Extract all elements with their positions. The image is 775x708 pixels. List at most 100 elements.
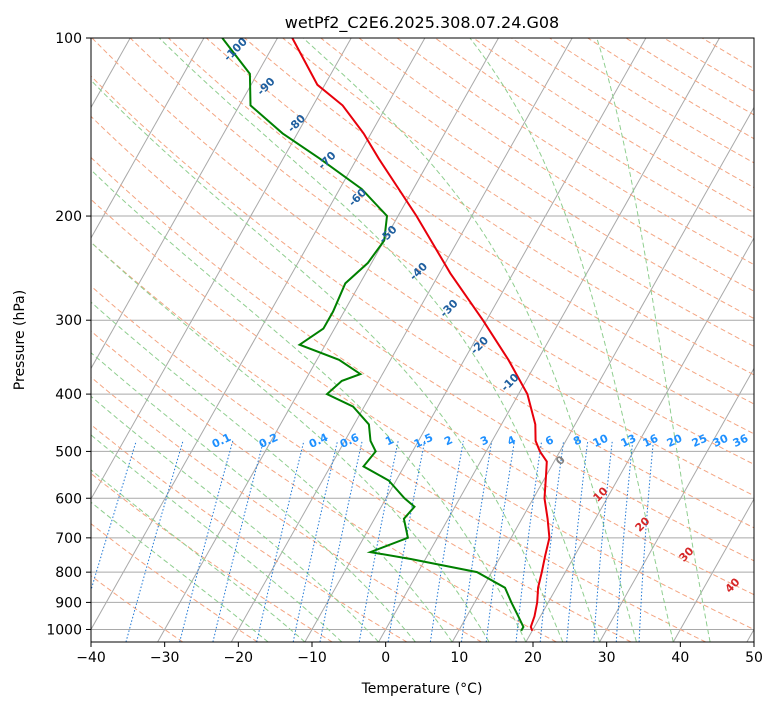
- dry-adiabat-line: [91, 376, 482, 642]
- isotherm-line: [599, 367, 754, 642]
- x-tick-label: −40: [76, 650, 106, 666]
- dry-adiabat-line: [549, 38, 754, 164]
- moist-adiabat-line: [596, 38, 711, 642]
- dry-adiabat-label: -30: [437, 297, 460, 320]
- dry-adiabat-line: [91, 115, 754, 562]
- dry-adiabat-line: [473, 38, 754, 214]
- temperature-profile-line: [291, 38, 551, 632]
- mixing-ratio-line: [460, 440, 493, 642]
- isotherm-line: [0, 38, 57, 642]
- y-tick-label: 400: [55, 387, 82, 403]
- mixing-ratio-label: 0.6: [338, 431, 361, 451]
- dry-adiabat-line: [396, 38, 754, 266]
- y-tick-label: 100: [55, 31, 82, 47]
- isotherm-line: [157, 38, 499, 642]
- dry-adiabat-line: [701, 38, 754, 70]
- y-tick-label: 800: [55, 565, 82, 581]
- dry-adiabat-label: -60: [346, 186, 369, 209]
- dry-adiabat-line: [244, 38, 754, 376]
- mixing-ratio-label: 1: [383, 433, 395, 448]
- isotherm-line: [91, 38, 205, 239]
- dry-adiabat-label: -70: [315, 149, 338, 172]
- isotherm-line: [672, 498, 754, 642]
- mixing-ratio-line: [429, 440, 464, 642]
- moist-adiabat-line: [91, 241, 490, 642]
- mixing-ratio-line: [256, 440, 305, 642]
- isotherm-line: [91, 38, 352, 501]
- x-tick-label: 0: [381, 650, 390, 666]
- mixing-ratio-line: [319, 440, 363, 642]
- dry-adiabat-line: [625, 38, 754, 116]
- dry-adiabat-label: -40: [407, 260, 430, 283]
- mixing-ratio-line: [615, 440, 634, 642]
- x-tick-label: 40: [671, 650, 689, 666]
- dry-adiabat-line: [91, 424, 408, 642]
- x-tick-label: −10: [297, 650, 327, 666]
- dry-adiabat-line: [91, 472, 333, 642]
- moist-adiabat-line: [91, 434, 343, 642]
- mixing-ratio-line: [593, 440, 613, 642]
- dry-adiabat-line: [91, 75, 754, 529]
- moist-adiabat-line: [469, 38, 674, 642]
- mixing-ratio-label: 25: [690, 432, 709, 450]
- mixing-ratio-label: 2: [442, 433, 454, 448]
- x-tick-label: 30: [598, 650, 616, 666]
- moist-adiabat-line: [91, 79, 564, 642]
- mixing-ratio-label: 20: [665, 432, 685, 450]
- mixing-ratio-label: 1.5: [412, 431, 435, 451]
- mixing-ratio-label: 0.4: [307, 431, 330, 451]
- moist-adiabat-line: [91, 469, 306, 642]
- moist-adiabat-label: 30: [677, 544, 697, 564]
- dry-adiabat-line: [206, 38, 754, 405]
- mixing-ratio-line: [91, 440, 137, 592]
- profile-lines: [221, 38, 551, 632]
- moist-adiabat-label: 0: [553, 453, 568, 468]
- background-lines: [0, 38, 754, 642]
- axes: −40 −30 −20 −10 0 10 20 30 40 5010020030040050060…: [46, 31, 763, 666]
- mixing-ratio-label: 4: [505, 433, 518, 448]
- moist-adiabat-label: 20: [633, 514, 653, 534]
- moist-adiabat-line: [91, 352, 416, 642]
- dry-adiabat-line: [511, 38, 754, 189]
- dry-adiabat-line: [129, 38, 754, 465]
- isotherm-line: [525, 236, 754, 642]
- mixing-ratio-line: [566, 440, 589, 642]
- y-tick-label: 500: [55, 444, 82, 460]
- y-tick-label: 200: [55, 209, 82, 225]
- y-tick-label: 1000: [46, 622, 82, 638]
- dry-adiabat-label: -50: [376, 223, 399, 246]
- mixing-ratio-label: 13: [619, 432, 638, 450]
- mixing-ratio-line: [358, 440, 399, 642]
- dry-adiabat-label: -90: [254, 75, 277, 98]
- x-axis-label: Temperature (°C): [361, 681, 483, 697]
- mixing-ratio-line: [387, 440, 426, 642]
- chart-title: wetPf2_C2E6.2025.308.07.24.G08: [285, 13, 559, 33]
- y-tick-label: 600: [55, 491, 82, 507]
- isotherm-line: [230, 38, 573, 642]
- dry-adiabat-line: [91, 198, 754, 631]
- x-tick-label: −30: [150, 650, 180, 666]
- x-tick-label: 50: [745, 650, 763, 666]
- mixing-ratio-line: [515, 440, 543, 642]
- y-axis-label: Pressure (hPa): [12, 290, 28, 390]
- moist-adiabat-line: [302, 38, 637, 642]
- mixing-ratio-label: 6: [543, 433, 556, 448]
- mixing-ratio-line: [539, 440, 565, 642]
- mixing-ratio-label: 16: [641, 432, 661, 450]
- mixing-ratio-line: [638, 440, 654, 642]
- moist-adiabat-line: [91, 501, 269, 642]
- mixing-ratio-line: [212, 440, 264, 642]
- dry-adiabat-line: [91, 285, 632, 642]
- moist-adiabat-line: [158, 38, 601, 642]
- isotherm-line: [378, 38, 720, 642]
- dry-adiabat-line: [91, 241, 706, 642]
- dry-adiabat-label: -80: [285, 112, 308, 135]
- mixing-ratio-label: 10: [591, 432, 611, 450]
- mixing-ratio-line: [292, 440, 338, 642]
- mixing-ratio-label: 0.1: [210, 431, 233, 451]
- plot-frame: [90, 37, 755, 643]
- mixing-ratio-label: 30: [711, 432, 731, 450]
- isotherm-line: [451, 106, 754, 642]
- x-tick-label: 20: [524, 650, 542, 666]
